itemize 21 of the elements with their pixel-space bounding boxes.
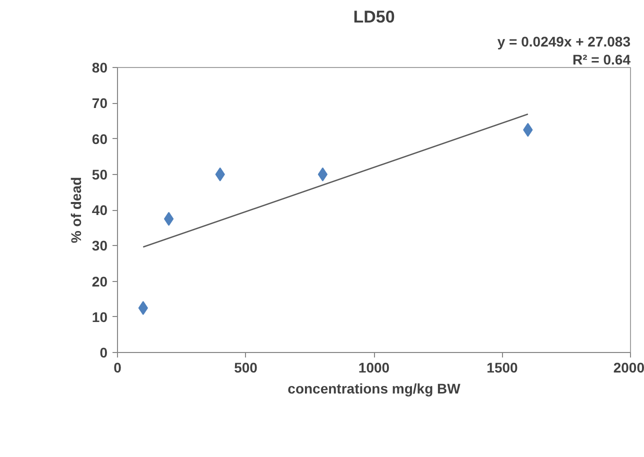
text: y = 0.0249x + 27.083 [497,34,631,50]
point [164,212,174,226]
x-tick-label: 500 [234,360,258,376]
point [318,167,328,182]
x-axis-title: concentrations mg/kg BW [288,380,462,396]
x-tick-label: 1000 [358,360,390,376]
y-tick-label: 20 [92,273,108,290]
y-axis-title: % of dead [68,176,84,244]
y-tick-label: 50 [92,166,108,182]
y-tick-label: 40 [92,202,108,218]
x-tick-label: 0 [114,360,122,376]
y-tick-label: 80 [92,60,108,76]
y-tick-label: 10 [92,308,108,325]
y-tick-label: 70 [92,95,108,112]
y-tick-label: 60 [92,130,108,147]
chart-title: LD50 [353,8,395,26]
x-tick-label: 2000 [613,360,644,376]
x-tick-label: 1500 [486,360,518,376]
text: R² = 0.64 [572,52,631,68]
y-tick-label: 30 [92,238,108,254]
y-tick-label: 0 [100,344,108,360]
